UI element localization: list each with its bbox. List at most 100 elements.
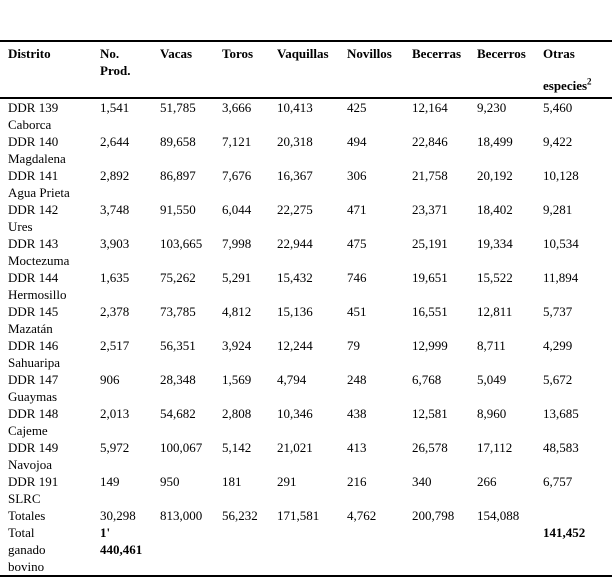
district-cell: DDR 144 Hermosillo	[0, 269, 100, 303]
value-cell: 22,846	[412, 134, 448, 149]
grand-total-row: Total ganado bovino 1' 440,461 141,452	[0, 524, 612, 577]
value-cell: 4,812	[222, 304, 252, 319]
value-cell: 7,121	[222, 134, 252, 149]
district-cell: DDR 147 Guaymas	[0, 371, 100, 405]
value-cell: 451	[347, 304, 367, 319]
district-name: Cajeme	[8, 423, 48, 438]
value-cell: 22,944	[277, 236, 313, 251]
value-cell: 291	[277, 474, 297, 489]
district-cell: DDR 149 Navojoa	[0, 439, 100, 473]
value-cell: 15,522	[477, 270, 513, 285]
value-cell: 8,711	[477, 338, 506, 353]
value-cell: 1,569	[222, 372, 252, 387]
value-cell: 471	[347, 202, 367, 217]
totals-cell-no-prod: 30,298	[100, 508, 136, 523]
district-code: DDR 143	[8, 236, 59, 251]
table-row: DDR 149 Navojoa 5,972 100,067 5,142 21,021 413…	[0, 439, 612, 473]
district-code: DDR 148	[8, 406, 59, 421]
col-header-becerras: Becerras	[412, 41, 477, 99]
value-cell: 73,785	[160, 304, 196, 319]
district-code: DDR 141	[8, 168, 59, 183]
value-cell: 438	[347, 406, 367, 421]
value-cell: 79	[347, 338, 360, 353]
value-cell: 17,112	[477, 440, 513, 455]
district-code: DDR 144	[8, 270, 59, 285]
value-cell: 8,960	[477, 406, 507, 421]
district-code: DDR 191	[8, 474, 59, 489]
col-header-vacas: Vacas	[160, 41, 222, 99]
col-header-vaquillas: Vaquillas	[277, 41, 347, 99]
header-row: Distrito No. Prod. Vacas Toros Vaquillas …	[0, 41, 612, 99]
district-name: Magdalena	[8, 151, 66, 166]
district-code: DDR 147	[8, 372, 59, 387]
value-cell: 3,903	[100, 236, 130, 251]
value-cell: 10,534	[543, 236, 579, 251]
value-cell: 2,517	[100, 338, 130, 353]
value-cell: 340	[412, 474, 432, 489]
value-cell: 3,666	[222, 100, 252, 115]
value-cell: 3,924	[222, 338, 252, 353]
value-cell: 13,685	[543, 406, 579, 421]
totals-cell-becerras: 200,798	[412, 508, 455, 523]
district-name: Caborca	[8, 117, 52, 132]
value-cell: 20,318	[277, 134, 313, 149]
value-cell: 9,230	[477, 100, 507, 115]
district-name: Hermosillo	[8, 287, 67, 302]
value-cell: 20,192	[477, 168, 513, 183]
value-cell: 12,164	[412, 100, 448, 115]
value-cell: 248	[347, 372, 367, 387]
district-name: Sahuaripa	[8, 355, 60, 370]
value-cell: 4,299	[543, 338, 573, 353]
value-cell: 475	[347, 236, 367, 251]
table-row: DDR 191 SLRC 149 950 181 291 216 340 266 6,757	[0, 473, 612, 507]
value-cell: 2,808	[222, 406, 252, 421]
value-cell: 413	[347, 440, 367, 455]
totals-cell-becerros: 154,088	[477, 508, 520, 523]
district-code: DDR 142	[8, 202, 59, 217]
table-footer: Totales 30,298 813,000 56,232 171,581 4,…	[0, 507, 612, 577]
value-cell: 216	[347, 474, 367, 489]
totals-cell-vaquillas: 171,581	[277, 508, 320, 523]
col-header-toros: Toros	[222, 41, 277, 99]
value-cell: 100,067	[160, 440, 203, 455]
grand-total-label-line2: ganado	[8, 542, 46, 557]
value-cell: 18,402	[477, 202, 513, 217]
totals-cell-toros: 56,232	[222, 508, 258, 523]
value-cell: 906	[100, 372, 120, 387]
col-header-distrito: Distrito	[0, 41, 100, 99]
value-cell: 4,794	[277, 372, 307, 387]
district-name: Ures	[8, 219, 33, 234]
value-cell: 1,541	[100, 100, 130, 115]
district-cell: DDR 139 Caborca	[0, 98, 100, 133]
grand-total-label-line1: Total	[8, 525, 35, 540]
value-cell: 2,892	[100, 168, 130, 183]
value-cell: 5,672	[543, 372, 573, 387]
value-cell: 5,291	[222, 270, 252, 285]
grand-total-label: Total ganado bovino	[0, 524, 100, 577]
value-cell: 15,136	[277, 304, 313, 319]
grand-total-otras-value: 141,452	[543, 524, 612, 577]
table-header: Distrito No. Prod. Vacas Toros Vaquillas …	[0, 41, 612, 99]
totals-cell-otras	[543, 507, 612, 524]
value-cell: 5,972	[100, 440, 130, 455]
value-cell: 28,348	[160, 372, 196, 387]
empty-cell	[222, 524, 277, 577]
district-name: Navojoa	[8, 457, 53, 472]
value-cell: 16,367	[277, 168, 313, 183]
table-row: DDR 141 Agua Prieta 2,892 86,897 7,676 16,367…	[0, 167, 612, 201]
value-cell: 11,894	[543, 270, 579, 285]
district-name: SLRC	[8, 491, 41, 506]
district-name: Agua Prieta	[8, 185, 70, 200]
empty-cell	[277, 524, 347, 577]
col-header-becerros: Becerros	[477, 41, 543, 99]
value-cell: 91,550	[160, 202, 196, 217]
value-cell: 494	[347, 134, 367, 149]
value-cell: 1,635	[100, 270, 130, 285]
value-cell: 10,413	[277, 100, 313, 115]
value-cell: 746	[347, 270, 367, 285]
district-cell: DDR 140 Magdalena	[0, 133, 100, 167]
table-row: DDR 143 Moctezuma 3,903 103,665 7,998 22,944 4…	[0, 235, 612, 269]
livestock-table: Distrito No. Prod. Vacas Toros Vaquillas …	[0, 40, 612, 577]
col-header-novillos: Novillos	[347, 41, 412, 99]
empty-cell	[160, 524, 222, 577]
